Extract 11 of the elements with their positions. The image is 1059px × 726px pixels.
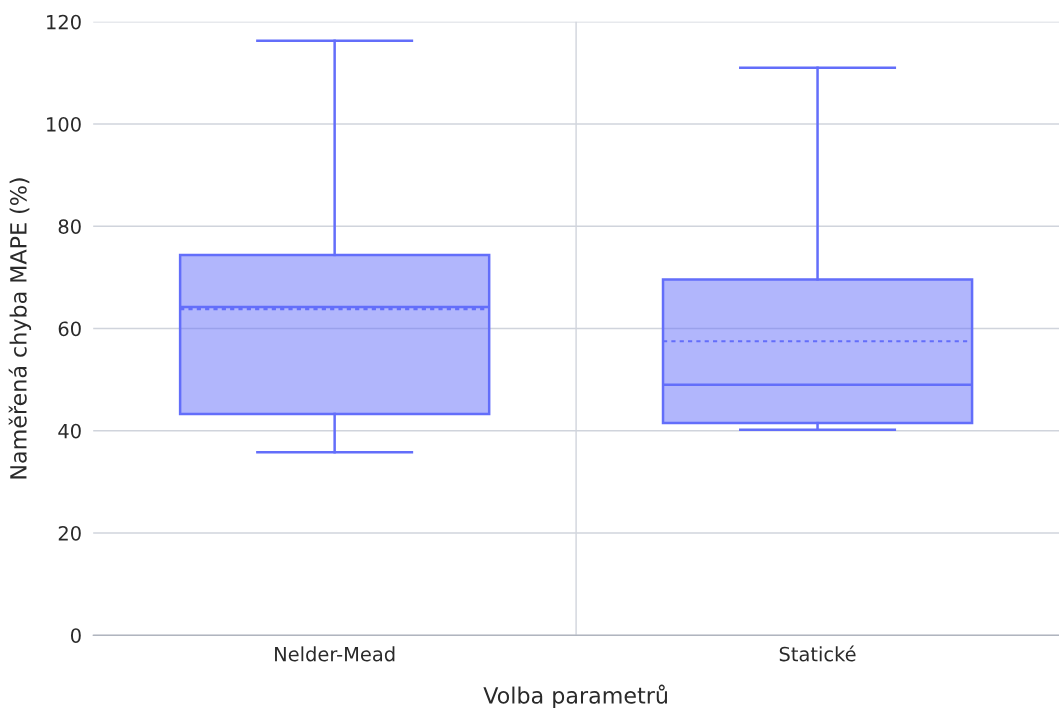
y-tick-label: 0	[70, 628, 81, 643]
y-tick-label: 20	[58, 525, 81, 541]
x-axis-title: Volba parametrů	[483, 684, 667, 709]
y-tick-label: 60	[58, 321, 81, 337]
y-tick-label: 40	[58, 423, 81, 439]
y-tick-label: 120	[47, 14, 81, 30]
x-tick-label: Nelder-Mead	[275, 646, 395, 662]
x-tick-label: Statické	[779, 645, 856, 662]
y-tick-label: 100	[47, 116, 81, 132]
y-axis-title: Naměřená chyba MAPE (%)	[8, 178, 32, 479]
y-tick-label: 80	[58, 219, 81, 234]
